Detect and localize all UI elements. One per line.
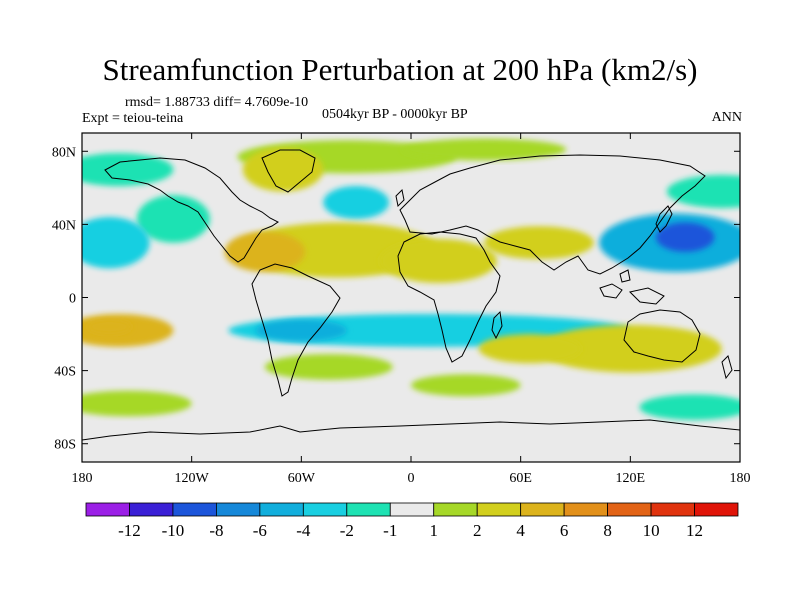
contour-greenland-positive <box>242 147 324 192</box>
contour-s-america-negative-core <box>255 319 348 342</box>
contour-s-pacific-positive-core <box>87 319 132 335</box>
contour-arctic-positive-east <box>401 138 567 161</box>
coast-greenland <box>261 149 316 193</box>
season-label: ANN <box>711 110 742 125</box>
experiment-label: Expt = teiou-teina <box>82 111 184 126</box>
colorbar: -12 -10 -8 -6 -4 -2 -1 1 2 4 6 8 10 12 <box>85 502 739 540</box>
contour-africa-positive <box>379 239 497 283</box>
y-tick-label: 0 <box>69 292 76 307</box>
colorbar-label: 1 <box>429 521 438 540</box>
colorbar-label: 8 <box>603 521 612 540</box>
colorbar-swatch <box>607 502 652 517</box>
coast-australia <box>623 309 701 363</box>
colorbar-swatch <box>215 502 261 517</box>
contour-pacific-negative-core <box>655 222 715 252</box>
period-label: 0504kyr BP - 0000kyr BP <box>322 107 468 122</box>
colorbar-swatch <box>346 502 391 517</box>
contour-s-indian-positive <box>478 334 581 364</box>
contour-ne-pacific-negative <box>666 175 740 208</box>
colorbar-label: -12 <box>118 521 141 540</box>
colorbar-swatch <box>129 502 174 517</box>
colorbar-label: 12 <box>686 521 703 540</box>
coast-japan <box>655 205 673 233</box>
colorbar-swatch <box>694 502 739 517</box>
colorbar-label: 2 <box>473 521 482 540</box>
colorbar-label: -2 <box>340 521 354 540</box>
colorbar-swatch <box>85 502 130 517</box>
x-axis: 180 120W 60W 0 60E 120E 180 <box>72 133 751 486</box>
y-tick-label: 40N <box>52 218 76 233</box>
coast-maritime <box>599 269 665 305</box>
colorbar-label: 4 <box>516 521 525 540</box>
contour-s-atlantic-positive <box>264 354 393 380</box>
x-tick-label: 180 <box>72 471 93 486</box>
x-tick-label: 60E <box>509 471 532 486</box>
contour-s-ocean-negative <box>639 394 740 420</box>
x-tick-label: 120E <box>616 471 646 486</box>
colorbar-swatch <box>563 502 609 517</box>
contour-australia-positive <box>538 324 722 373</box>
field-contours <box>82 138 740 420</box>
contour-n-atlantic-negative <box>323 186 390 219</box>
x-tick-label: 120W <box>175 471 210 486</box>
contour-s-pacific-band-positive <box>82 390 192 417</box>
y-tick-label: 80N <box>52 145 76 160</box>
coast-new-zealand <box>721 355 733 380</box>
chart-title: Streamfunction Perturbation at 200 hPa (… <box>102 52 698 87</box>
colorbar-swatch <box>259 502 304 517</box>
colorbar-swatch <box>433 502 478 517</box>
colorbar-label: -1 <box>383 521 397 540</box>
colorbar-swatch <box>476 502 522 517</box>
colorbar-label: -8 <box>209 521 223 540</box>
coast-uk <box>395 188 405 208</box>
x-tick-label: 180 <box>730 471 751 486</box>
contour-e-pacific-negative <box>82 217 150 269</box>
colorbar-label: -10 <box>162 521 185 540</box>
colorbar-label: -6 <box>253 521 267 540</box>
plot-area <box>82 133 740 462</box>
colorbar-label: 10 <box>643 521 660 540</box>
stats-text: rmsd= 1.88733 diff= 4.7609e-10 <box>125 95 309 110</box>
coast-south-america <box>251 263 341 397</box>
x-tick-label: 60W <box>288 471 316 486</box>
coast-madagascar <box>491 310 503 340</box>
y-axis: 80N 40N 0 40S 80S <box>52 145 740 453</box>
coast-antarctica <box>82 419 740 441</box>
contour-n-america-negative <box>136 195 210 243</box>
y-tick-label: 80S <box>54 438 76 453</box>
contour-n-pacific-negative <box>82 153 174 187</box>
colorbar-label: 6 <box>560 521 569 540</box>
y-tick-label: 40S <box>54 365 76 380</box>
coast-eurasia <box>399 154 706 275</box>
colorbar-swatch <box>520 502 565 517</box>
x-tick-label: 0 <box>408 471 415 486</box>
colorbar-swatch <box>389 502 435 517</box>
contour-caribbean-positive <box>224 231 305 272</box>
coast-africa <box>397 231 501 363</box>
contour-s-ocean-positive <box>411 374 521 397</box>
coastlines <box>82 149 740 441</box>
colorbar-swatch <box>172 502 217 517</box>
coast-north-america <box>104 157 279 263</box>
contour-arabia-positive <box>484 226 594 260</box>
plot-background <box>82 133 740 462</box>
colorbar-label: -4 <box>296 521 311 540</box>
colorbar-swatch <box>650 502 695 517</box>
colorbar-swatch <box>302 502 348 517</box>
